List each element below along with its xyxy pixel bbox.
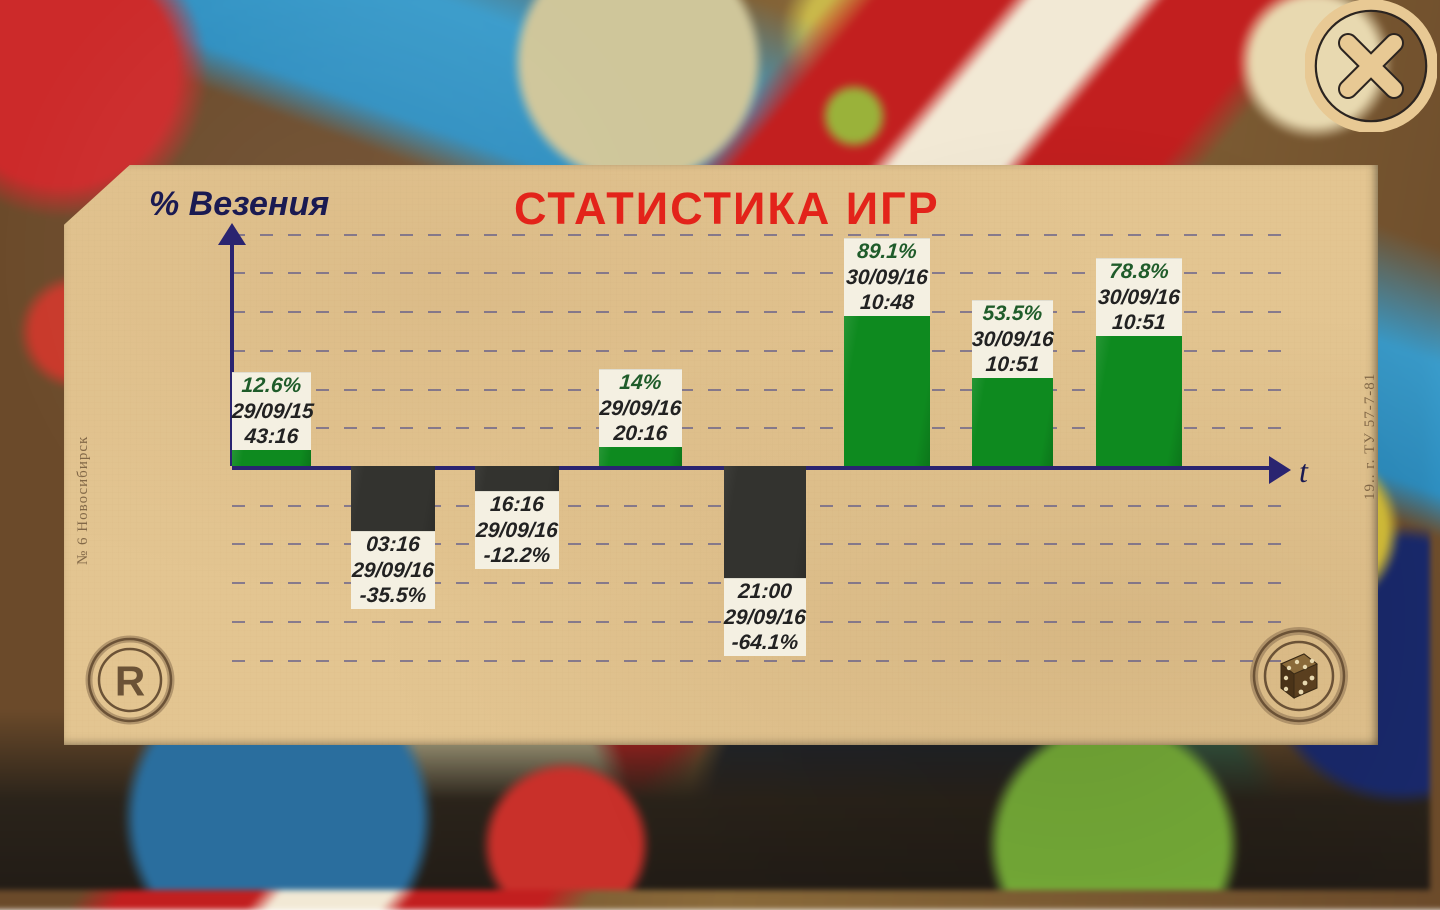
- svg-text:R: R: [115, 658, 145, 705]
